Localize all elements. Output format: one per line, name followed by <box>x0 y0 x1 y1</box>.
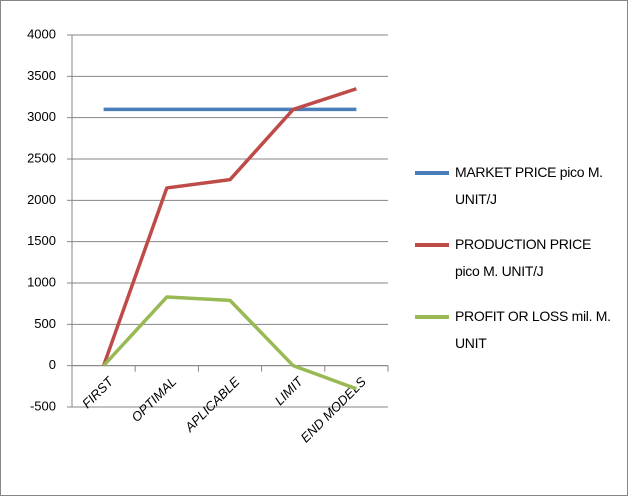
legend-label: PRODUCTION PRICE pico M. UNIT/J <box>455 236 591 279</box>
y-tick-label: 4000 <box>27 26 56 41</box>
y-tick-label: 2000 <box>27 192 56 207</box>
y-tick-label: 1500 <box>27 233 56 248</box>
y-tick-label: -500 <box>30 398 56 413</box>
series-line <box>102 295 358 391</box>
y-tick-label: 2500 <box>27 150 56 165</box>
y-tick-label: 0 <box>49 357 56 372</box>
legend-swatch <box>415 315 449 319</box>
legend-swatch <box>415 171 449 175</box>
series-line <box>101 87 357 367</box>
legend: MARKET PRICE pico M. UNIT/J PRODUCTION PR… <box>415 155 615 371</box>
y-tick-label: 1000 <box>27 274 56 289</box>
legend-swatch <box>415 243 449 247</box>
legend-entry: PRODUCTION PRICE pico M. UNIT/J <box>415 227 615 299</box>
y-tick-label: 3500 <box>27 68 56 83</box>
legend-label: MARKET PRICE pico M. UNIT/J <box>455 164 603 207</box>
y-tick-label: 500 <box>34 316 56 331</box>
legend-entry: PROFIT OR LOSS mil. M. UNIT <box>415 299 615 371</box>
legend-label: PROFIT OR LOSS mil. M. UNIT <box>455 308 611 351</box>
y-tick-label: 3000 <box>27 109 56 124</box>
legend-entry: MARKET PRICE pico M. UNIT/J <box>415 155 615 227</box>
